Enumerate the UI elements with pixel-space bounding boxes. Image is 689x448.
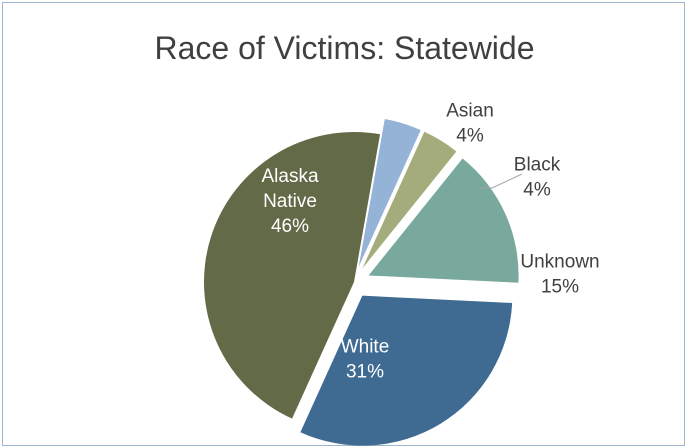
pie-slice-alaska-native bbox=[203, 132, 381, 419]
pie-slice-white bbox=[300, 295, 513, 446]
chart-title: Race of Victims: Statewide bbox=[154, 30, 535, 66]
pie-slice-black bbox=[362, 131, 457, 269]
leader-line-black bbox=[480, 173, 523, 189]
pie-slice-unknown bbox=[368, 158, 519, 283]
slice-label-black: Black 4% bbox=[514, 155, 561, 201]
pie-slice-asian bbox=[358, 118, 421, 267]
slice-label-unknown: Unknown 15% bbox=[520, 252, 599, 298]
slice-label-white: White 31% bbox=[341, 337, 390, 383]
slice-label-asian: Asian 4% bbox=[446, 101, 494, 147]
slice-label-alaska-native: Alaska Native 46% bbox=[261, 166, 318, 237]
